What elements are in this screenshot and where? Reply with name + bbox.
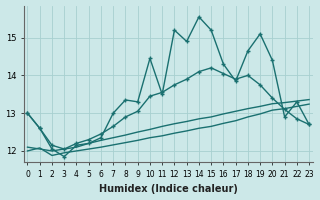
X-axis label: Humidex (Indice chaleur): Humidex (Indice chaleur) [99,184,238,194]
